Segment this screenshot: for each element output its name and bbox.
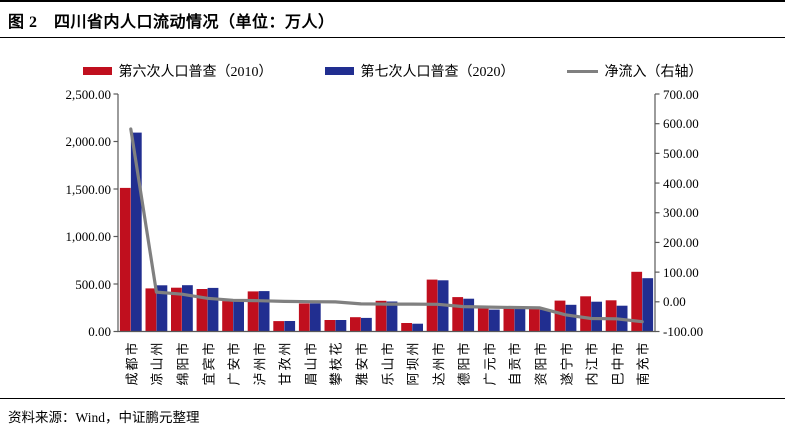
left-axis-tick-label: 1,500.00 — [65, 181, 112, 197]
bar-census-2020 — [565, 304, 577, 332]
bar-census-2020 — [514, 307, 526, 332]
bar-census-2020 — [130, 132, 142, 332]
legend-item-net-inflow: 净流入（右轴） — [566, 61, 703, 81]
red-bar-swatch-icon — [82, 67, 112, 75]
left-axis-tick-label: 1,000.00 — [65, 229, 112, 244]
left-axis-tick-label: 2,000.00 — [65, 134, 112, 149]
bar-census-2020 — [463, 298, 475, 332]
bar-census-2010 — [554, 300, 566, 332]
legend-item-census-2010: 第六次人口普查（2010） — [82, 61, 273, 81]
bar-census-2010 — [145, 288, 157, 332]
bar-census-2010 — [273, 321, 285, 332]
x-axis-category-label: 南充市 — [635, 340, 651, 386]
x-axis-category-label: 凉山州 — [149, 340, 165, 386]
bar-census-2010 — [401, 323, 412, 332]
bar-census-2020 — [258, 291, 270, 332]
bar-census-2020 — [335, 320, 347, 332]
x-axis-category-label: 攀枝花 — [328, 340, 344, 386]
bar-census-2010 — [298, 303, 310, 332]
bar-census-2020 — [233, 300, 244, 332]
chart-legend: 第六次人口普查（2010） 第七次人口普查（2020） 净流入（右轴） — [0, 60, 785, 82]
right-axis-tick-label: 200.00 — [663, 234, 699, 250]
bar-census-2020 — [182, 285, 193, 332]
x-axis-category-label: 德阳市 — [456, 340, 472, 386]
x-axis-category-label: 广元市 — [482, 340, 498, 386]
x-axis-category-label: 乐山市 — [380, 340, 395, 386]
x-axis-category-label: 阿坝州 — [405, 340, 421, 386]
x-axis-category-label: 巴中市 — [610, 340, 626, 386]
right-axis-tick-label: 600.00 — [663, 116, 699, 132]
title-underline-rule — [0, 37, 785, 38]
bar-census-2020 — [284, 321, 296, 332]
bar-census-2010 — [375, 300, 387, 332]
footer-rule — [0, 398, 785, 399]
bar-census-2010 — [477, 307, 489, 332]
left-axis-tick-label: 2,500.00 — [65, 86, 112, 102]
x-axis-category-label: 达州市 — [431, 340, 447, 386]
bar-census-2010 — [119, 187, 131, 332]
right-axis-tick-label: 700.00 — [663, 86, 699, 102]
right-axis-tick-label: 400.00 — [663, 175, 699, 191]
bar-census-2010 — [171, 287, 182, 332]
x-axis-category-label: 雅安市 — [354, 340, 370, 386]
x-axis-category-label: 自贡市 — [507, 340, 523, 386]
x-axis-category-label: 广安市 — [226, 340, 242, 386]
left-axis-tick-label: 500.00 — [75, 276, 111, 292]
x-axis-category-label: 成都市 — [124, 340, 140, 386]
left-axis-tick-label: 0.00 — [88, 324, 111, 339]
bar-census-2010 — [631, 271, 643, 332]
bar-census-2020 — [591, 301, 602, 332]
x-axis-category-label: 遂宁市 — [559, 340, 574, 386]
legend-item-census-2020: 第七次人口普查（2020） — [324, 61, 515, 81]
bar-census-2020 — [207, 287, 219, 332]
bar-census-2020 — [642, 278, 654, 332]
x-axis-category-label: 宜宾市 — [201, 340, 216, 386]
legend-label: 第七次人口普查（2020） — [360, 65, 515, 80]
top-border-rule — [0, 0, 785, 2]
legend-label: 净流入（右轴） — [604, 65, 703, 80]
right-axis-tick-label: 300.00 — [663, 205, 699, 221]
bar-census-2020 — [540, 309, 551, 332]
bar-census-2010 — [529, 307, 540, 332]
bar-census-2020 — [412, 323, 423, 332]
gray-line-swatch-icon — [566, 69, 598, 73]
bar-census-2010 — [503, 306, 515, 332]
bar-census-2020 — [156, 285, 168, 332]
bar-census-2010 — [605, 300, 617, 332]
x-axis-category-label: 甘孜州 — [277, 340, 293, 386]
bar-census-2010 — [247, 291, 259, 332]
x-axis-category-label: 眉山市 — [303, 340, 319, 386]
bar-census-2010 — [222, 301, 233, 332]
bar-census-2010 — [350, 317, 361, 332]
blue-bar-swatch-icon — [324, 67, 354, 75]
right-axis-tick-label: 0.00 — [663, 294, 686, 310]
legend-label: 第六次人口普查（2010） — [118, 65, 273, 80]
bar-census-2020 — [309, 303, 321, 332]
bar-census-2020 — [361, 317, 372, 332]
net-inflow-line — [129, 127, 644, 324]
bar-census-2020 — [488, 309, 500, 332]
bar-census-2010 — [196, 289, 208, 332]
figure-title: 图 2 四川省内人口流动情况（单位：万人） — [8, 14, 335, 31]
x-axis-category-label: 泸州市 — [252, 340, 268, 386]
bar-census-2010 — [324, 320, 336, 332]
bar-census-2020 — [386, 301, 398, 332]
right-axis-tick-label: -100.00 — [663, 324, 704, 339]
x-axis-category-label: 绵阳市 — [175, 340, 191, 386]
right-axis-tick-label: 500.00 — [663, 145, 699, 161]
source-note: 资料来源：Wind，中证鹏元整理 — [8, 410, 200, 425]
x-axis-category-label: 资阳市 — [533, 340, 549, 386]
right-axis-tick-label: 100.00 — [663, 264, 699, 280]
bar-census-2010 — [452, 297, 464, 332]
x-axis-category-label: 内江市 — [584, 340, 600, 386]
bar-census-2010 — [580, 296, 591, 332]
